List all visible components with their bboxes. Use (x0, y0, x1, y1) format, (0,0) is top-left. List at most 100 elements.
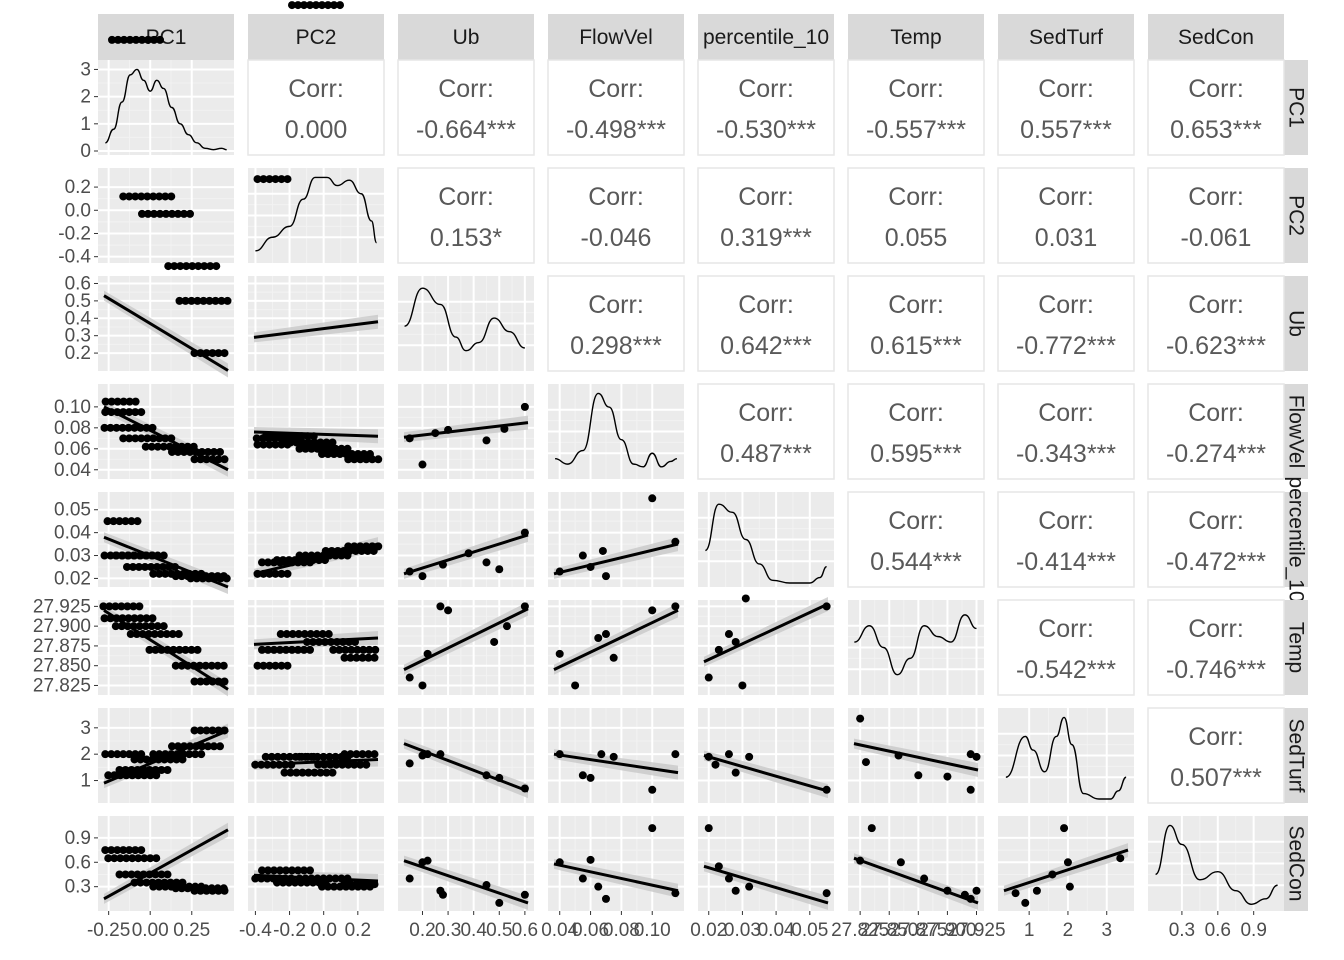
y-tick-label: 0.6 (65, 273, 91, 294)
data-point (438, 890, 447, 899)
data-point (280, 438, 289, 447)
row-strip-label: SedTurf (1285, 719, 1308, 793)
y-tick-label: 0.06 (54, 439, 91, 460)
corr-title: Corr: (1188, 723, 1244, 751)
data-point (370, 653, 379, 662)
column-strip-label: Temp (890, 26, 941, 49)
data-point (108, 35, 116, 44)
fit-line (103, 828, 229, 901)
data-point (258, 558, 266, 567)
data-point (107, 397, 116, 406)
data-point (300, 866, 308, 875)
y-tick-label: 0.08 (54, 418, 91, 439)
data-point (216, 574, 225, 583)
x-tick-label: 0.5 (486, 920, 512, 941)
corr-value: 0.615*** (870, 332, 962, 360)
data-point (555, 649, 564, 658)
data-point (300, 1, 308, 10)
data-point (112, 423, 121, 432)
data-point (137, 434, 146, 443)
data-point (671, 750, 680, 759)
data-point (267, 752, 276, 761)
corr-value: -0.061 (1181, 224, 1252, 252)
data-point (159, 562, 167, 571)
data-point (176, 262, 185, 271)
data-point (346, 653, 355, 662)
data-point (129, 602, 138, 611)
data-point (163, 766, 172, 774)
data-point (298, 768, 307, 777)
data-point (338, 760, 347, 769)
data-point (711, 760, 720, 769)
data-point (162, 630, 171, 639)
x-tick-label: 0.08 (603, 920, 640, 941)
data-point (307, 752, 316, 761)
data-point (193, 296, 202, 305)
x-tick-label: -0.25 (87, 920, 130, 941)
data-point (648, 494, 657, 503)
data-point (280, 768, 289, 777)
data-point (155, 882, 164, 891)
data-point (104, 854, 113, 863)
fit-line (103, 535, 229, 589)
data-point (324, 450, 332, 459)
data-point (914, 771, 923, 780)
data-point (132, 35, 140, 44)
data-point (482, 558, 491, 567)
corr-panel: Corr: -0.542*** (997, 599, 1135, 696)
data-point (168, 447, 176, 456)
data-point (220, 677, 229, 686)
data-point (325, 752, 334, 761)
data-point (220, 886, 229, 895)
data-point (444, 606, 453, 615)
data-point (273, 878, 281, 887)
data-point (277, 661, 286, 670)
data-point (282, 645, 290, 654)
corr-panel: Corr: -0.746*** (1147, 599, 1285, 696)
data-point (340, 653, 349, 662)
data-point (283, 569, 292, 578)
data-point (856, 714, 865, 723)
corr-value: 0.487*** (720, 440, 812, 468)
data-point (156, 209, 164, 218)
data-point (196, 726, 205, 735)
data-point (137, 846, 146, 855)
x-tick-label: 27.825 (831, 920, 889, 941)
corr-title: Corr: (1188, 399, 1244, 427)
density-curve (105, 68, 227, 151)
data-point (130, 614, 139, 623)
data-point (352, 750, 361, 759)
corr-title: Corr: (588, 183, 644, 211)
column-strip (848, 14, 984, 60)
data-point (196, 677, 205, 686)
data-point (210, 447, 218, 456)
data-point (130, 755, 139, 764)
data-point (328, 438, 337, 447)
scatter-panel (398, 600, 534, 695)
data-point (724, 630, 733, 639)
data-point (174, 209, 182, 218)
column-strip (1148, 14, 1284, 60)
data-point (208, 726, 217, 735)
data-point (271, 440, 280, 449)
data-point (300, 630, 309, 639)
data-point (149, 750, 158, 759)
corr-title: Corr: (438, 75, 494, 103)
y-tick-label: 3 (80, 718, 91, 739)
scatter-panel (548, 492, 684, 587)
data-point (298, 438, 307, 447)
data-point (129, 562, 137, 571)
data-point (208, 349, 217, 358)
data-point (185, 750, 194, 759)
data-point (155, 192, 164, 201)
data-point (137, 408, 146, 417)
data-point (741, 594, 750, 603)
data-point (131, 192, 140, 201)
corr-panel: Corr: -0.772*** (997, 275, 1135, 372)
data-point (294, 645, 302, 654)
x-tick-label: 0.04 (758, 920, 795, 941)
data-point (153, 562, 161, 571)
data-point (276, 630, 285, 639)
data-point (341, 645, 350, 654)
x-tick-label: 0.10 (634, 920, 671, 941)
